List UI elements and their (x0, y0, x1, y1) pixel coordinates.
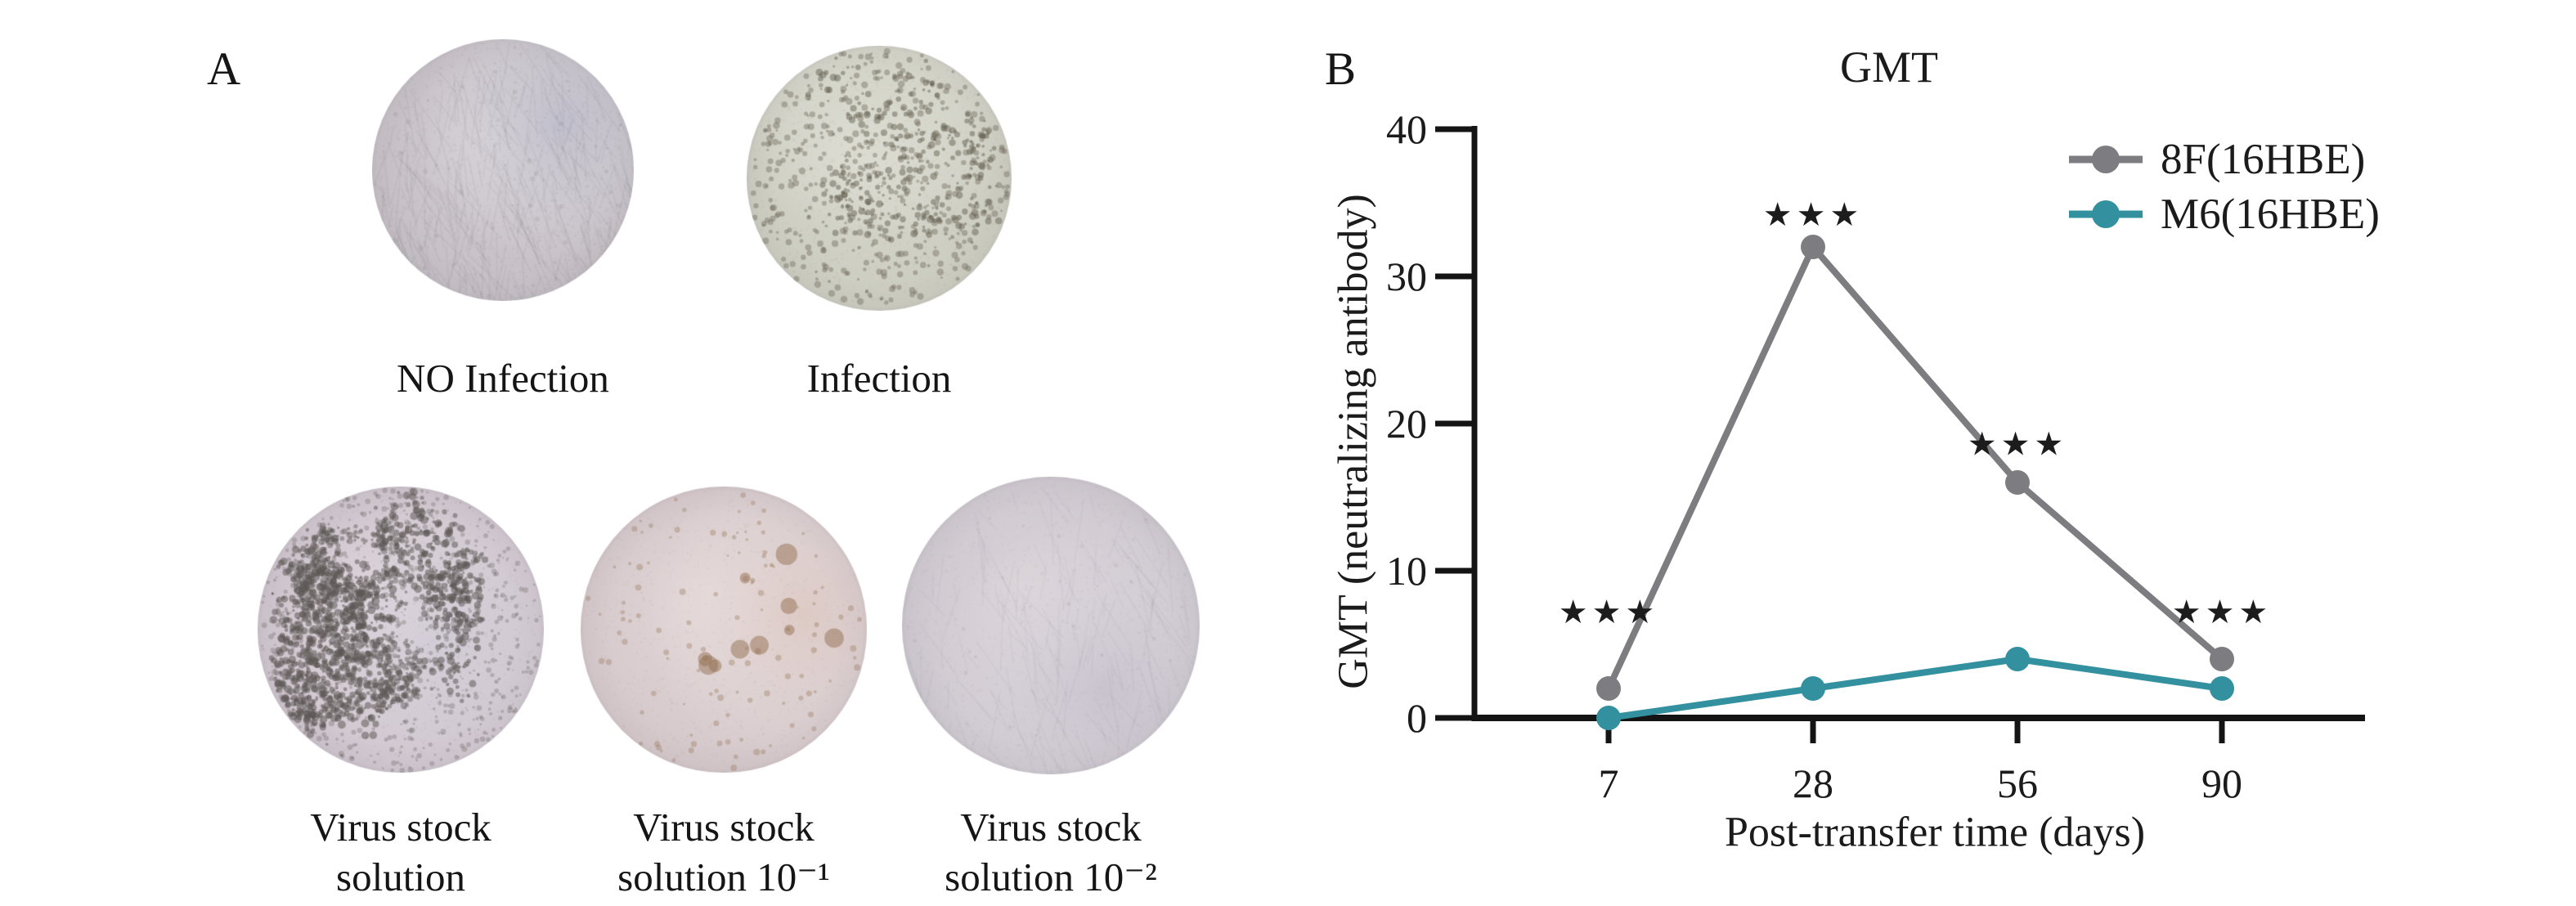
data-point-8F(16HBE)-56 (2005, 470, 2030, 495)
well-image-no-infection (372, 39, 634, 301)
well-image-virus-stock (258, 487, 544, 773)
well-label-text: NO Infection (397, 356, 609, 401)
well-image-infection (747, 46, 1012, 311)
legend-label-M6(16HBE): M6(16HBE) (2161, 191, 2380, 238)
well-label-virus-stock-10-2: Virus stock solution 10⁻² (945, 802, 1157, 902)
well-label-virus-stock: Virus stock solution (310, 802, 491, 902)
well-label-text: Virus stock (633, 805, 815, 850)
x-tick-label: 56 (1997, 760, 2038, 806)
data-point-8F(16HBE)-90 (2210, 647, 2234, 671)
series-line-M6(16HBE) (1605, 656, 2225, 721)
data-point-M6(16HBE)-7 (1596, 706, 1621, 730)
legend-label-8F(16HBE): 8F(16HBE) (2161, 136, 2365, 183)
data-point-8F(16HBE)-28 (1801, 235, 1825, 259)
well-label-text: solution 10⁻² (945, 854, 1157, 899)
x-tick-label: 28 (1793, 760, 1833, 806)
x-tick-label: 90 (2201, 760, 2242, 806)
x-tick-label: 7 (1599, 760, 1619, 806)
significance-stars-day-90: ★★★ (2172, 594, 2273, 630)
panel-b-letter: B (1325, 43, 1357, 95)
y-tick-label: 0 (1407, 695, 1427, 741)
data-point-M6(16HBE)-90 (2210, 676, 2234, 701)
well-label-text: Infection (806, 356, 952, 401)
significance-stars-day-28: ★★★ (1763, 196, 1864, 233)
well-image-virus-stock-10-2 (902, 477, 1200, 774)
well-label-no-infection: NO Infection (397, 353, 609, 403)
y-axis-title: GMT (neutralizing antibody) (1331, 194, 1377, 689)
well-label-text: solution 10⁻¹ (617, 854, 830, 899)
legend-marker-point (2092, 146, 2120, 173)
data-point-M6(16HBE)-28 (1801, 676, 1825, 701)
data-point-8F(16HBE)-7 (1596, 676, 1621, 701)
series-line-8F(16HBE) (1605, 244, 2225, 692)
y-tick-label: 30 (1386, 253, 1427, 299)
legend-marker-point (2092, 200, 2120, 228)
well-label-text: solution (336, 854, 465, 899)
x-axis-title: Post-transfer time (days) (1725, 810, 2145, 856)
chart-title: GMT (1840, 43, 1938, 92)
data-point-M6(16HBE)-56 (2005, 647, 2030, 671)
y-tick-label: 40 (1386, 106, 1427, 152)
significance-stars-day-56: ★★★ (1968, 426, 2068, 463)
well-label-infection: Infection (807, 353, 952, 403)
well-label-virus-stock-10-1: Virus stock solution 10⁻¹ (617, 802, 830, 902)
y-tick-label: 10 (1386, 548, 1427, 594)
well-image-virus-stock-10-1 (581, 487, 867, 773)
y-tick-label: 20 (1386, 401, 1427, 446)
well-label-text: Virus stock (960, 805, 1142, 850)
gmt-line-chart: 0 10 20 30 40 7 28 56 90 GMT Post-transfer time (d… (1331, 43, 2380, 856)
significance-stars-day-7: ★★★ (1559, 594, 1659, 630)
well-label-text: Virus stock (310, 805, 491, 850)
panel-a-letter: A (207, 43, 241, 95)
